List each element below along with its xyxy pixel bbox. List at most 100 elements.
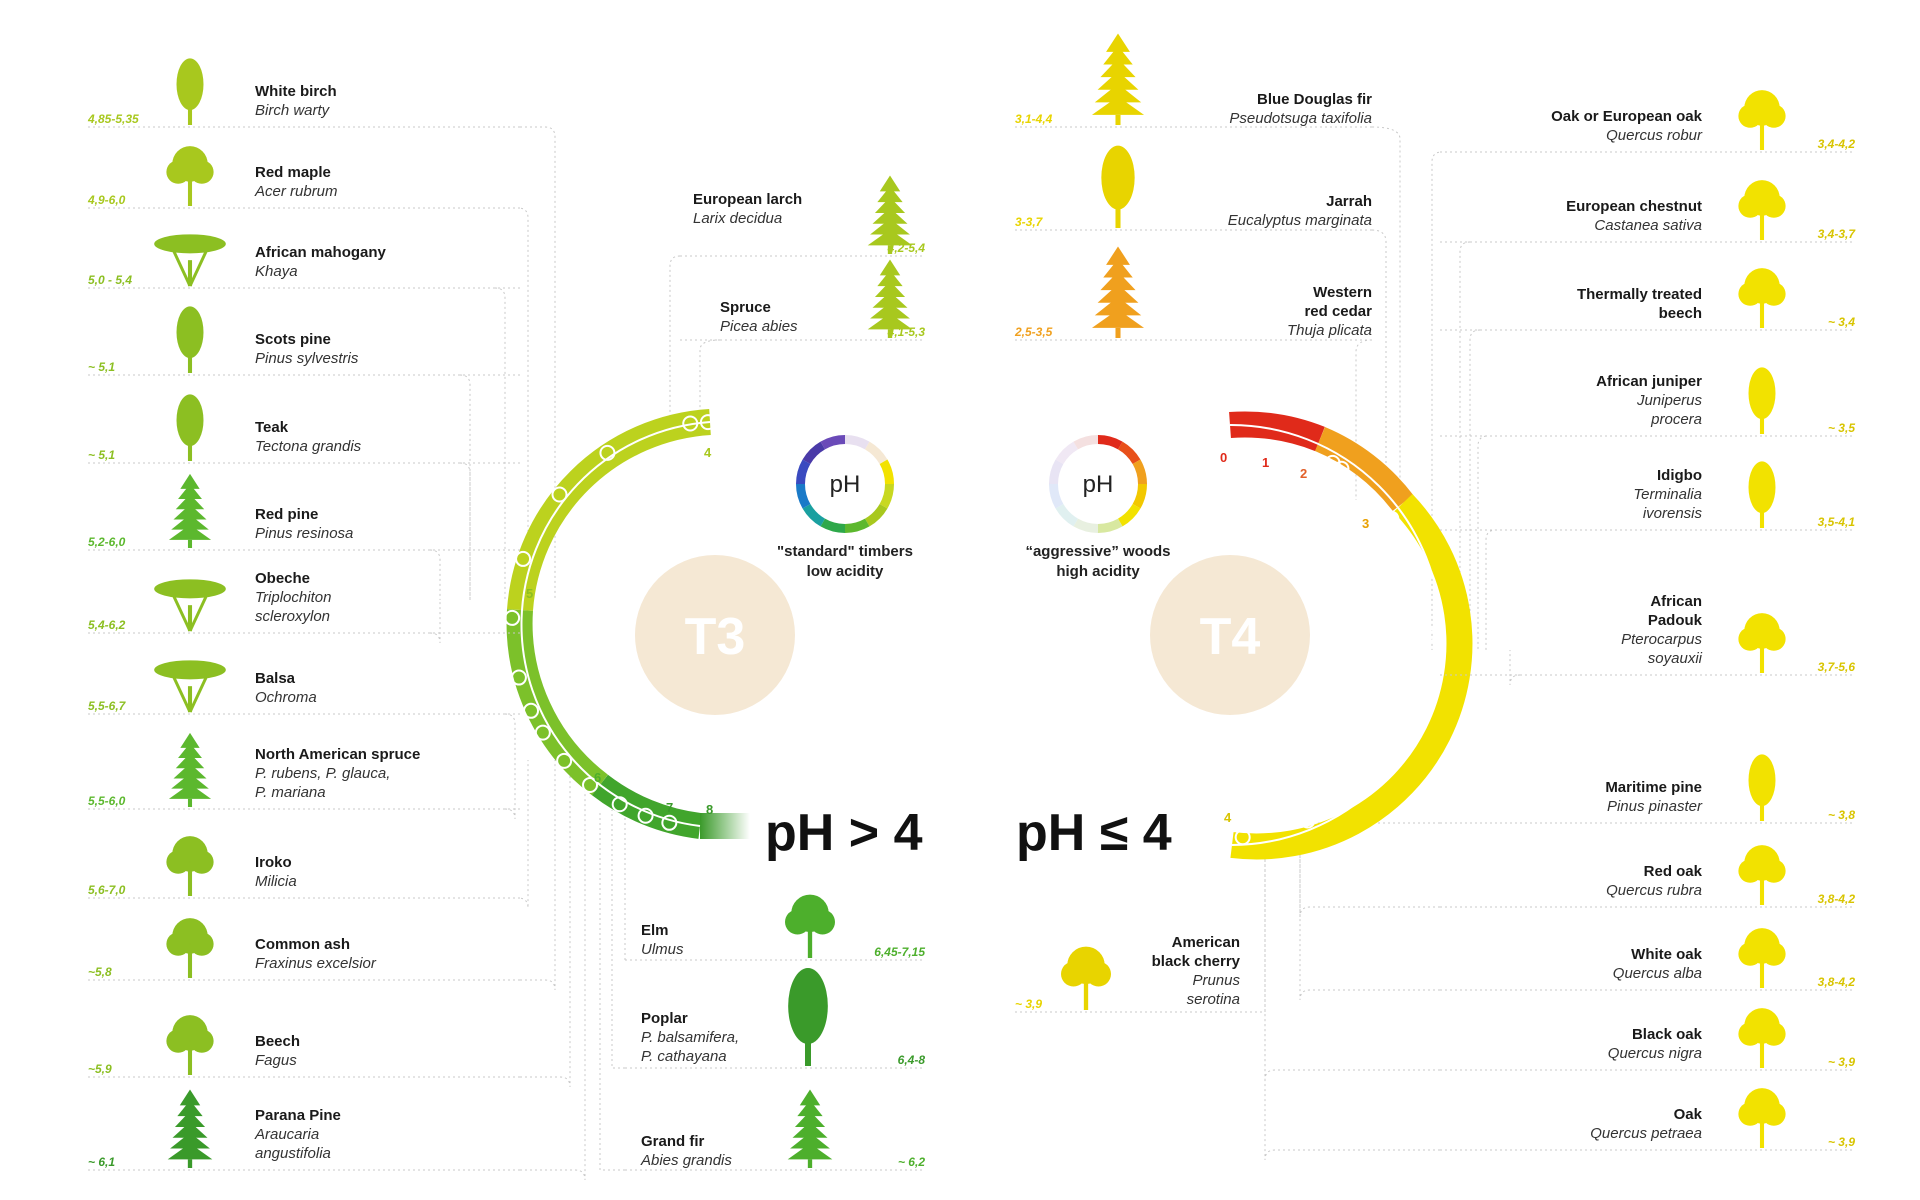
leader-line bbox=[459, 374, 520, 600]
species-name: Spruce bbox=[720, 299, 771, 316]
eucalyptus-tree-icon bbox=[1101, 145, 1135, 228]
species-row: 5,5-6,0 North American spruce P. rubens, P… bbox=[88, 732, 520, 810]
ring-node bbox=[534, 724, 551, 741]
species-latin: Castanea sativa bbox=[1594, 217, 1702, 234]
ph-range: 3-3,7 bbox=[1015, 215, 1044, 229]
species-latin: Quercus nigra bbox=[1608, 1045, 1702, 1062]
species-latin: Ulmus bbox=[641, 941, 684, 958]
leader-line bbox=[699, 339, 721, 418]
species-row: ~5,9 Beech Fagus bbox=[88, 1015, 520, 1078]
ph-range: ~5,8 bbox=[88, 965, 112, 979]
ph-range: ~ 6,1 bbox=[88, 1155, 115, 1169]
douglas-fir-icon bbox=[1091, 33, 1145, 125]
ring-t3-track bbox=[520, 421, 711, 827]
species-name: Oak bbox=[1674, 1106, 1703, 1123]
species-row: 5,5-6,7 Balsa Ochroma bbox=[88, 660, 520, 715]
species-name: Parana Pine bbox=[255, 1107, 341, 1124]
leader-line bbox=[504, 760, 520, 820]
ring-t3-tick-7: 7 bbox=[666, 800, 673, 815]
ph-range: 3,5-4,1 bbox=[1818, 515, 1856, 529]
beech-tree-icon bbox=[1738, 268, 1786, 328]
species-row: ~ 3,8 Maritime pine Pinus pinaster bbox=[1440, 754, 1855, 824]
species-latin: Milicia bbox=[255, 873, 297, 890]
species-name: Blue Douglas fir bbox=[1257, 91, 1372, 108]
leader-line bbox=[429, 600, 520, 644]
species-latin: procera bbox=[1650, 411, 1702, 428]
species-latin: Juniperus bbox=[1636, 392, 1703, 409]
species-latin: Tectona grandis bbox=[255, 438, 362, 455]
leader-line bbox=[1440, 435, 1489, 650]
ph-range: 3,8-4,2 bbox=[1818, 892, 1856, 906]
species-latin: Pinus pinaster bbox=[1607, 798, 1703, 815]
standard-caption-line2: low acidity bbox=[807, 563, 884, 580]
species-row: ~ 5,1 Scots pine Pinus sylvestris bbox=[88, 306, 520, 376]
standard-caption-line1: "standard" timbers bbox=[777, 543, 913, 560]
species-latin: Pinus resinosa bbox=[255, 525, 353, 542]
teak-tree-icon bbox=[176, 394, 204, 461]
ash-tree-icon bbox=[166, 918, 214, 978]
ring-node bbox=[504, 609, 521, 626]
pine-tree-icon bbox=[176, 306, 204, 373]
species-latin: Pterocarpus bbox=[1621, 631, 1702, 648]
cherry-tree-icon bbox=[1061, 946, 1111, 1010]
species-name: Beech bbox=[255, 1033, 300, 1050]
species-row: 2,5-3,5 Western red cedar Thuja plicata bbox=[1014, 246, 1372, 341]
ring-node bbox=[523, 702, 540, 719]
leader-line bbox=[520, 760, 556, 991]
heading-ph-at-most-4: pH ≤ 4 bbox=[1016, 804, 1172, 862]
ph-wheel-standard-label: pH bbox=[830, 471, 861, 498]
ring-node bbox=[1372, 757, 1389, 774]
species-latin: Quercus rubra bbox=[1606, 882, 1702, 899]
leader-line bbox=[504, 713, 520, 760]
ring-node bbox=[637, 807, 654, 824]
oak-tree-icon bbox=[1738, 928, 1786, 988]
species-latin: Eucalyptus marginata bbox=[1228, 212, 1372, 229]
ph-range: 5,6-7,0 bbox=[88, 883, 126, 897]
species-name: Grand fir bbox=[641, 1133, 705, 1150]
oak-tree-icon bbox=[1738, 845, 1786, 905]
ph-range: ~ 3,9 bbox=[1015, 997, 1042, 1011]
leader-line bbox=[1440, 241, 1471, 650]
leader-line bbox=[520, 760, 586, 1181]
t4-badge bbox=[1150, 555, 1310, 715]
ring-node bbox=[699, 414, 716, 431]
species-name: Jarrah bbox=[1326, 193, 1372, 210]
species-name: Padouk bbox=[1648, 612, 1703, 629]
oak-tree-icon bbox=[1738, 90, 1786, 150]
species-latin: Abies grandis bbox=[640, 1152, 732, 1169]
species-row: 5,6-7,0 Iroko Milicia bbox=[88, 836, 520, 899]
species-row: 3,7-5,6 African Padouk Pterocarpus soyauxii bbox=[1440, 593, 1855, 676]
species-name: Red oak bbox=[1644, 863, 1703, 880]
ph-range: 4,85-5,35 bbox=[87, 112, 139, 126]
species-name: Red maple bbox=[255, 164, 331, 181]
species-latin: serotina bbox=[1187, 991, 1240, 1008]
beech-tree-icon bbox=[166, 1015, 214, 1075]
heading-ph-above-4: pH > 4 bbox=[765, 804, 923, 862]
ring-t3-tick-6: 6 bbox=[594, 770, 601, 785]
ring-t4-arc-red bbox=[1229, 411, 1325, 452]
species-latin: Terminalia bbox=[1633, 486, 1702, 503]
cedar-tree-icon bbox=[1091, 246, 1145, 338]
ring-node bbox=[1407, 557, 1424, 574]
species-name: European larch bbox=[693, 191, 802, 208]
species-name: Maritime pine bbox=[1605, 779, 1702, 796]
ph-range: 5,4-6,2 bbox=[88, 618, 126, 632]
species-name: White oak bbox=[1631, 946, 1702, 963]
species-latin: Quercus robur bbox=[1606, 127, 1703, 144]
species-row: 3,4-3,7 European chestnut Castanea sativa bbox=[1440, 180, 1856, 243]
ring-node bbox=[510, 669, 527, 686]
leader-line bbox=[1371, 126, 1401, 500]
species-row: 3-3,7 Jarrah Eucalyptus marginata bbox=[1015, 145, 1372, 231]
species-latin: P. rubens, P. glauca, bbox=[255, 765, 390, 782]
species-row: ~5,8 Common ash Fraxinus excelsior bbox=[88, 918, 520, 981]
species-row: ~ 3,9 Black oak Quercus nigra bbox=[1440, 1008, 1855, 1071]
ring-t3-tick-5: 5 bbox=[526, 586, 533, 601]
species-row: 5,0 - 5,4 African mahogany Khaya bbox=[88, 234, 520, 289]
species-name: Black oak bbox=[1632, 1026, 1703, 1043]
birch-tree-icon bbox=[176, 58, 204, 125]
chestnut-tree-icon bbox=[1738, 180, 1786, 240]
ring-t3: 4 5 6 7 8 bbox=[504, 409, 750, 839]
species-name: Oak or European oak bbox=[1551, 108, 1703, 125]
